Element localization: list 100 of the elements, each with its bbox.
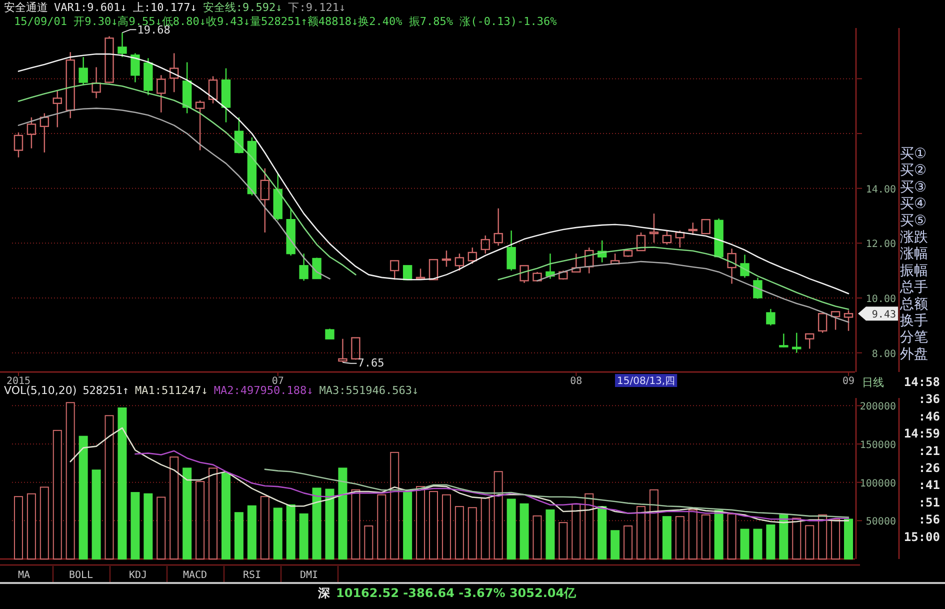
bar (78, 436, 88, 560)
bar (792, 518, 802, 560)
text: 14:58 (904, 375, 940, 389)
text: :56 (918, 512, 940, 527)
bar (662, 516, 672, 560)
text: BOLL (68, 570, 94, 581)
text: :46 (918, 409, 940, 424)
text: 14:59 (904, 426, 940, 441)
bar (182, 468, 192, 560)
line-series (70, 427, 850, 524)
bar (844, 518, 854, 560)
bar (92, 470, 101, 560)
text: 涨跌 (900, 230, 928, 246)
bar (364, 525, 374, 560)
bar (104, 415, 114, 560)
text: 总额 (899, 296, 928, 312)
text: 9.43 (872, 310, 896, 321)
bar (494, 471, 503, 560)
bar (532, 515, 542, 560)
text: 上:10.177↓ (132, 1, 197, 14)
bar (675, 516, 684, 560)
text: 外盘 (900, 346, 928, 362)
text: 10162.52 -386.64 -3.67% 3052.04亿 (336, 586, 578, 600)
text: 15:00 (904, 530, 940, 544)
bar (779, 514, 788, 560)
text: :26 (918, 461, 940, 475)
text: MA2:497950.188↓ (214, 384, 314, 397)
bar (234, 512, 244, 560)
bar (753, 528, 762, 560)
text: 换手 (900, 313, 928, 329)
bar (130, 492, 140, 560)
bar (701, 514, 710, 560)
bar (26, 493, 36, 560)
text: :36 (918, 392, 940, 406)
text: MA3:551946.563↓ (319, 384, 419, 397)
bar (714, 510, 724, 560)
bar (312, 488, 322, 560)
bar (403, 491, 412, 560)
text: :41 (918, 478, 940, 492)
x-tick-label: 08 (570, 376, 582, 387)
text: :51 (918, 495, 940, 510)
bar (52, 430, 62, 560)
y-tick-label: 150000 (860, 440, 896, 451)
bar (260, 496, 270, 560)
text: 买① (900, 146, 927, 162)
text: 买④ (900, 196, 927, 212)
text: KDJ (128, 570, 148, 581)
bar (196, 481, 205, 560)
text: 分笔 (900, 330, 928, 346)
bar (144, 493, 153, 560)
text: 下:9.121↓ (288, 1, 346, 14)
bar (546, 509, 555, 560)
bar (221, 472, 230, 560)
text: 深 (317, 586, 331, 600)
y-tick-label: 50000 (866, 516, 896, 528)
text: DMI (300, 570, 318, 581)
text: MA1:511247↓ (135, 384, 208, 397)
bar (66, 402, 75, 560)
text: 安全线:9.592↓ (202, 1, 282, 14)
x-tick-label: 07 (272, 376, 284, 387)
bar (299, 513, 308, 560)
bar (416, 486, 426, 560)
bar (727, 513, 736, 560)
y-tick-label: 200000 (860, 402, 896, 413)
x-tick-label: 09 (842, 376, 855, 387)
bar (442, 494, 451, 560)
bar (156, 496, 166, 560)
bar (688, 509, 698, 560)
bar (649, 489, 658, 560)
text: 振幅 (900, 262, 928, 279)
bar (338, 468, 348, 560)
bar (468, 507, 477, 560)
bar (454, 506, 464, 560)
line-series (134, 450, 850, 522)
bar (351, 489, 360, 560)
bar (584, 493, 594, 560)
bar (624, 525, 633, 560)
y-tick-label: 12.00 (866, 239, 896, 250)
line-series (18, 53, 850, 294)
annotation: 7.65 (358, 356, 384, 370)
text: MACD (182, 570, 208, 581)
bar (805, 525, 814, 560)
bar (40, 486, 49, 560)
chart-title: 安全通道 (4, 1, 48, 14)
bar (610, 530, 620, 560)
text: 日线 (862, 376, 884, 389)
chart-title: VOL(5,10,20) (4, 384, 77, 397)
bar (390, 452, 400, 560)
text: VAR1:9.601↓ (54, 1, 127, 14)
bar (520, 503, 529, 560)
bar (506, 498, 516, 560)
bar (273, 508, 282, 560)
y-tick-label: 10.00 (866, 294, 896, 305)
bar (831, 518, 840, 560)
text: 买② (900, 162, 927, 179)
bar (818, 514, 828, 560)
bar (740, 528, 750, 560)
bar (247, 505, 256, 560)
bar (480, 498, 490, 560)
bar (286, 504, 296, 560)
